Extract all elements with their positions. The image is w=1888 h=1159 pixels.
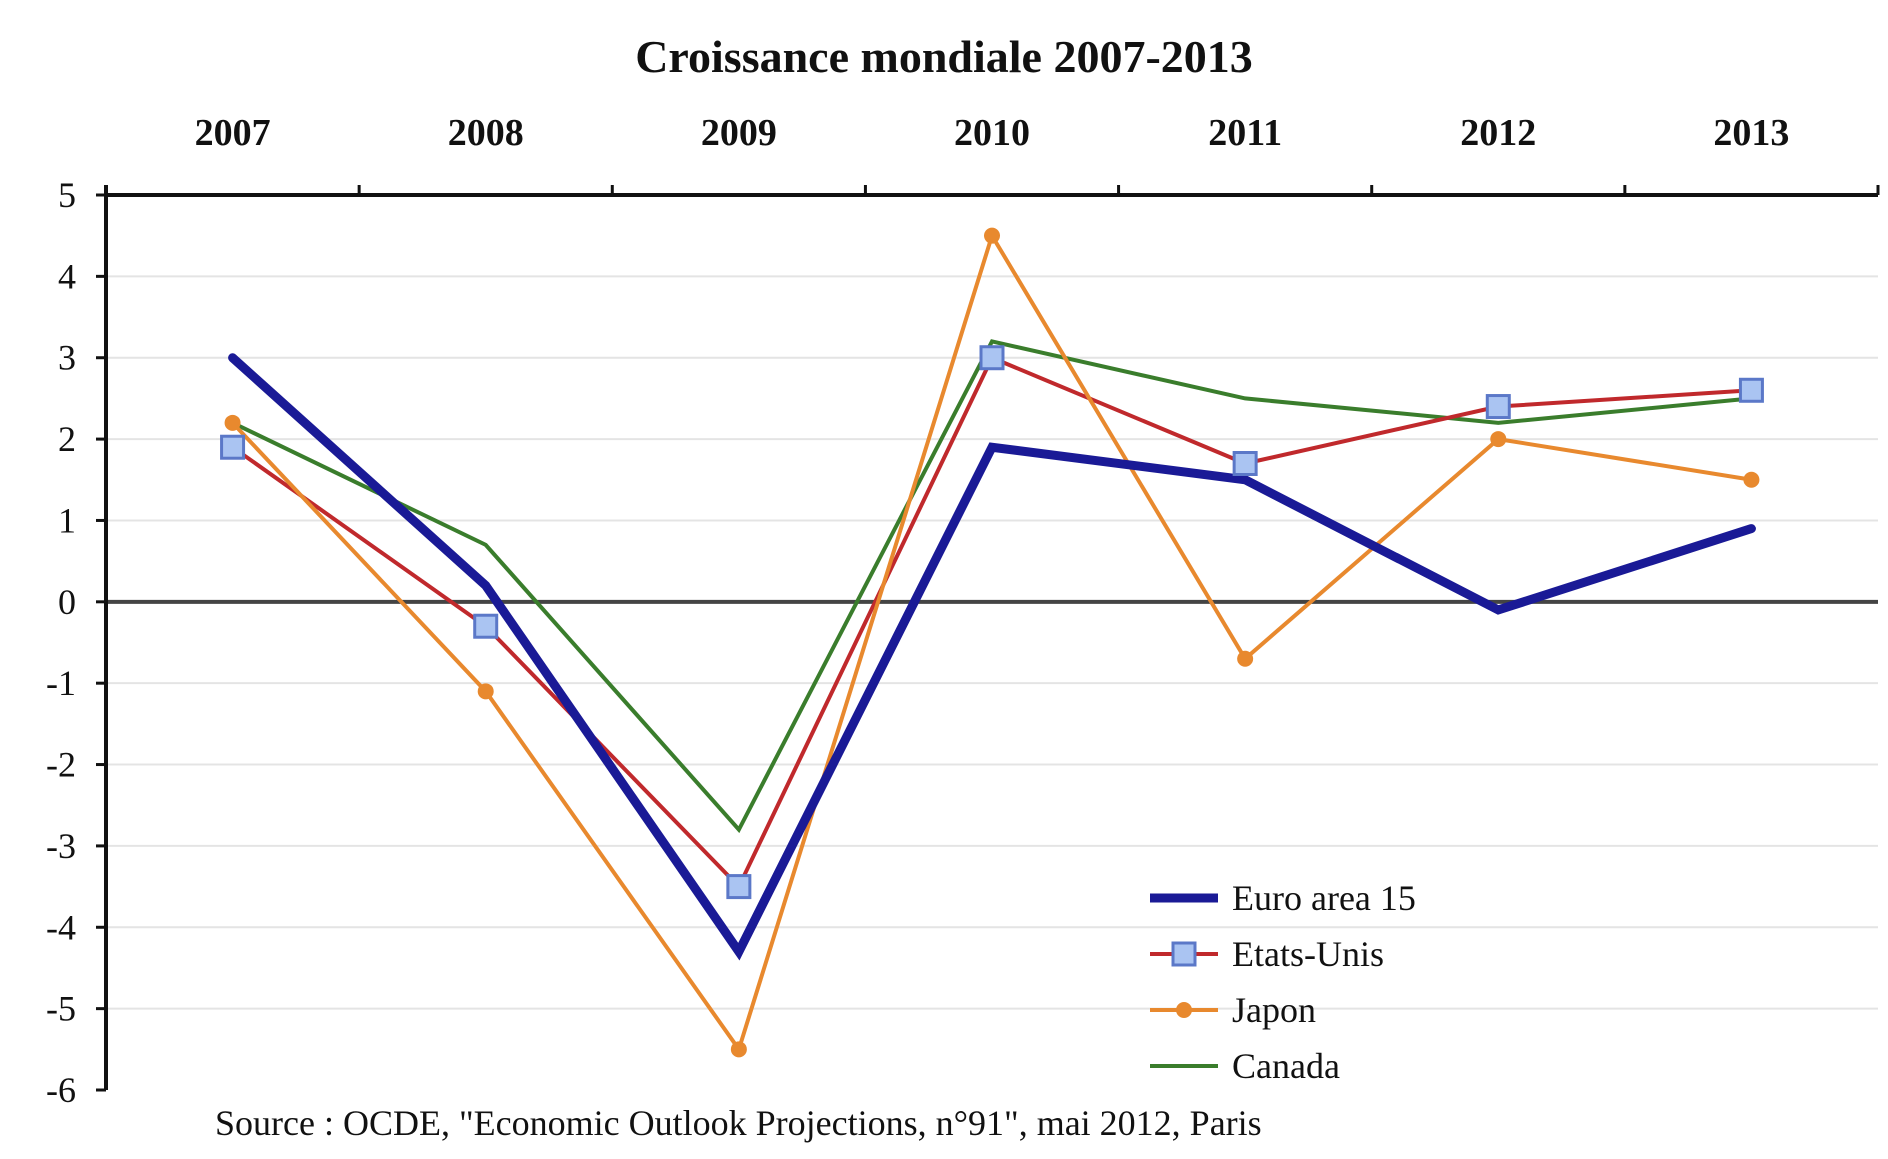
x-tick-label: 2012	[1460, 112, 1536, 154]
y-tick-label: 1	[58, 500, 76, 540]
x-tick-label: 2011	[1208, 112, 1282, 154]
point-japon	[224, 414, 241, 431]
legend-marker-etats-unis	[1171, 941, 1197, 967]
legend-label-japon: Japon	[1232, 990, 1316, 1030]
legend-label-canada: Canada	[1232, 1046, 1340, 1086]
source-note: Source : OCDE, "Economic Outlook Project…	[215, 1103, 1262, 1143]
y-tick-labels: 5 4 3 2 1 0 -1 -2 -3 -4 -5 -6	[46, 175, 76, 1110]
legend-label-euro-area-15: Euro area 15	[1232, 878, 1416, 918]
point-etats-unis	[979, 345, 1005, 371]
x-tick-label: 2009	[701, 112, 777, 154]
point-japon	[984, 227, 1000, 244]
y-tick-label: 2	[58, 419, 76, 459]
point-japon	[1490, 431, 1507, 448]
y-tick-label: -5	[46, 989, 76, 1029]
y-tick-label: -1	[46, 663, 76, 703]
y-tick-label: -2	[46, 745, 76, 785]
point-japon	[1237, 650, 1254, 667]
x-tick-label: 2007	[195, 112, 271, 154]
series-line-canada	[230, 339, 1754, 834]
series-line-etats-unis	[230, 355, 1754, 891]
point-etats-unis	[473, 613, 499, 639]
series-line-euro-area-15	[228, 353, 1756, 961]
x-tick-label: 2013	[1713, 112, 1789, 154]
point-etats-unis	[726, 874, 752, 900]
y-tick-label: -4	[46, 907, 76, 947]
axes	[96, 185, 1880, 1092]
x-tick-label: 2008	[448, 112, 524, 154]
y-tick-label: 0	[58, 582, 76, 622]
gridlines	[106, 275, 1878, 1010]
legend-label-etats-unis: Etats-Unis	[1232, 934, 1384, 974]
x-tick-label: 2010	[954, 112, 1030, 154]
x-tick-labels: 2007 2008 2009 2010 2011 2012 2013	[195, 112, 1790, 154]
legend: Euro area 15 Etats-Unis Japon Canada	[1150, 878, 1416, 1086]
series-lines	[220, 227, 1764, 1058]
y-tick-label: 5	[58, 175, 76, 215]
point-etats-unis	[1232, 451, 1258, 476]
legend-marker-japon	[1176, 1002, 1192, 1018]
point-japon	[1743, 471, 1760, 488]
y-tick-label: -3	[46, 826, 76, 866]
y-tick-label: -6	[46, 1070, 76, 1110]
point-etats-unis	[1738, 377, 1764, 403]
point-japon	[477, 683, 494, 700]
y-tick-label: 4	[58, 256, 76, 296]
point-etats-unis	[1485, 394, 1511, 420]
point-etats-unis	[220, 434, 246, 460]
point-japon	[730, 1041, 747, 1058]
y-tick-label: 3	[58, 338, 76, 378]
chart-title: Croissance mondiale 2007-2013	[635, 31, 1253, 82]
